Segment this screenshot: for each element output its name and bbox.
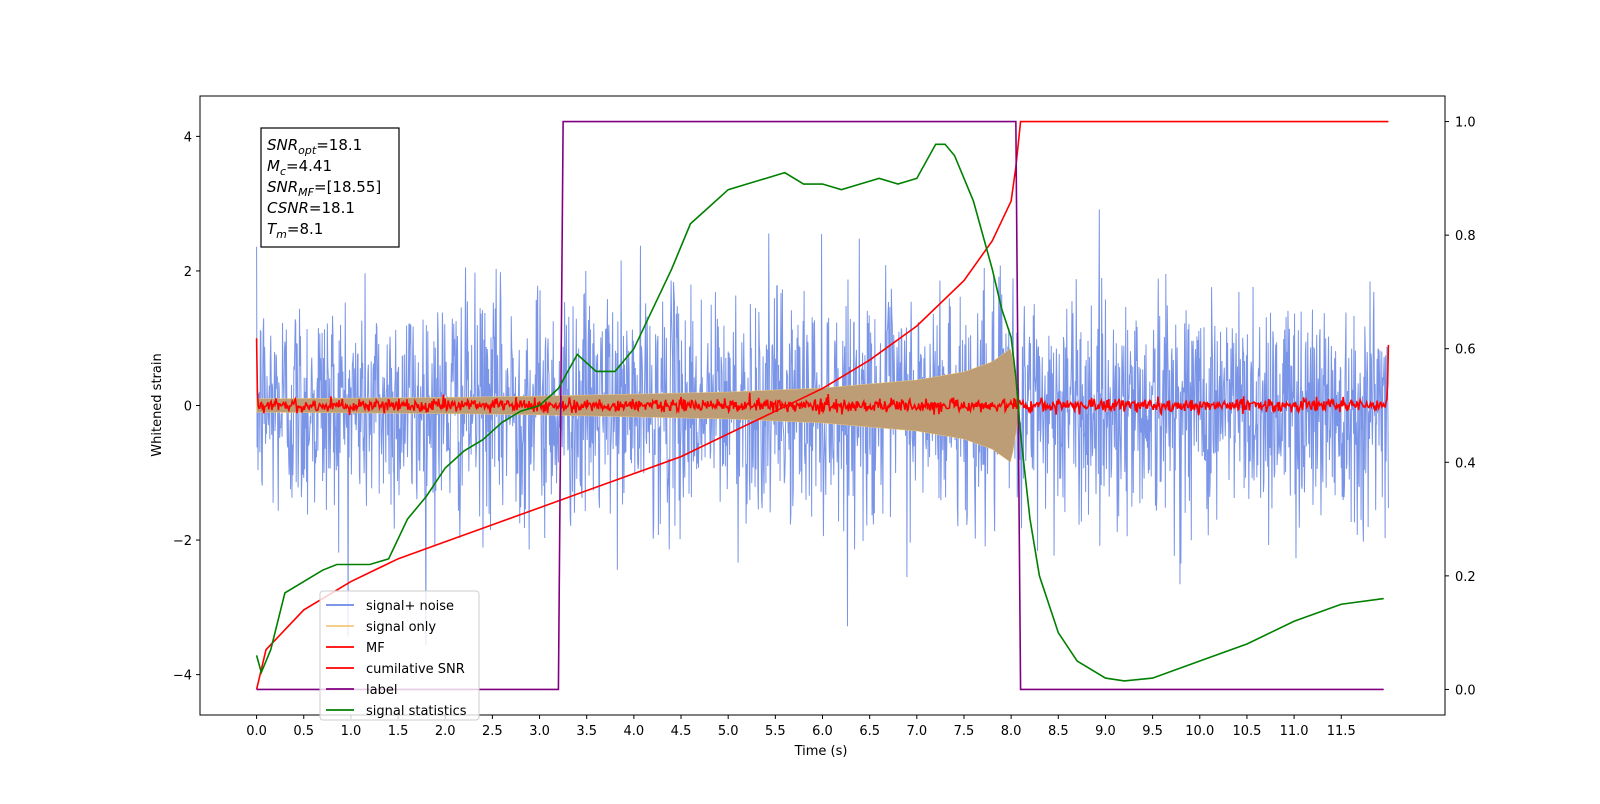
x-tick-label: 0.5 [293, 724, 314, 739]
annotation-line: CSNR=18.1 [267, 199, 355, 217]
x-tick-label: 10.5 [1232, 724, 1261, 739]
series-mf [255, 338, 1390, 417]
x-tick-label: 6.5 [859, 724, 880, 739]
x-tick-label: 9.0 [1095, 724, 1116, 739]
y-right-tick-label: 0.4 [1455, 456, 1476, 471]
x-tick-label: 7.0 [906, 724, 927, 739]
right-axis-series [255, 120, 1389, 691]
x-tick-label: 8.5 [1048, 724, 1069, 739]
line-signal-noise [256, 209, 1389, 646]
annotation-line: SNRMF=[18.55] [267, 178, 381, 199]
legend-label: cumilative SNR [366, 662, 465, 677]
x-tick-label: 3.0 [529, 724, 550, 739]
annotation-line: Mc=4.41 [267, 157, 332, 178]
x-tick-label: 1.0 [341, 724, 362, 739]
y-axis-right: 0.0 0.2 0.4 0.6 0.8 1.0 [1445, 116, 1476, 698]
y-right-tick-label: 0.2 [1455, 570, 1476, 585]
y-left-tick-label: 4 [184, 130, 192, 145]
annotation-frame [260, 127, 400, 248]
x-tick-label: 5.0 [718, 724, 739, 739]
y-left-tick-label: 0 [184, 400, 192, 415]
x-tick-label: 10.0 [1185, 724, 1214, 739]
x-tick-label: 11.0 [1280, 724, 1309, 739]
line-cumilative-snr [255, 120, 1389, 690]
legend-label: signal statistics [366, 704, 467, 719]
annotation-box: SNRopt=18.1Mc=4.41SNRMF=[18.55]CSNR=18.1… [260, 127, 400, 248]
x-tick-label: 6.0 [812, 724, 833, 739]
legend-label: signal+ noise [366, 599, 454, 614]
x-tick-label: 8.0 [1001, 724, 1022, 739]
line-label [256, 120, 1384, 691]
legend: signal+ noise signal only MF cumilative SNR… [319, 590, 480, 721]
x-tick-label: 5.5 [765, 724, 786, 739]
x-tick-label: 4.5 [671, 724, 692, 739]
y-left-tick-label: −2 [173, 534, 192, 549]
legend-label: MF [366, 641, 385, 656]
y-left-tick-label: 2 [184, 265, 192, 280]
legend-label: signal only [366, 620, 436, 635]
x-tick-label: 2.5 [482, 724, 503, 739]
legend-frame [319, 590, 480, 721]
line-signal-statistics [255, 143, 1384, 682]
legend-label: label [366, 683, 397, 698]
x-axis: 0.0 0.5 1.0 1.5 2.0 2.5 3.0 3.5 4.0 4.5 5.0 5.5 6.0 6… [246, 715, 1356, 739]
x-tick-label: 7.5 [954, 724, 975, 739]
x-tick-label: 3.5 [576, 724, 597, 739]
y-right-tick-label: 0.0 [1455, 683, 1476, 698]
y-right-tick-label: 1.0 [1455, 116, 1476, 131]
x-tick-label: 0.0 [246, 724, 267, 739]
x-tick-label: 4.0 [624, 724, 645, 739]
annotation-line: Tm=8.1 [267, 220, 323, 241]
y-right-tick-label: 0.8 [1455, 229, 1476, 244]
y-axis-left: −4 −2 0 2 4 [173, 130, 200, 684]
annotation-line: SNRopt=18.1 [267, 136, 362, 157]
y-left-tick-label: −4 [173, 669, 192, 684]
x-tick-label: 11.5 [1327, 724, 1356, 739]
series-signal-noise [256, 209, 1389, 646]
y-right-tick-label: 0.6 [1455, 343, 1476, 358]
x-tick-label: 1.5 [388, 724, 409, 739]
line-mf [255, 338, 1390, 417]
x-tick-label: 9.5 [1142, 724, 1163, 739]
x-tick-label: 2.0 [435, 724, 456, 739]
x-axis-label: Time (s) [794, 744, 848, 759]
y-axis-label-left: Whitened strain [150, 353, 165, 456]
